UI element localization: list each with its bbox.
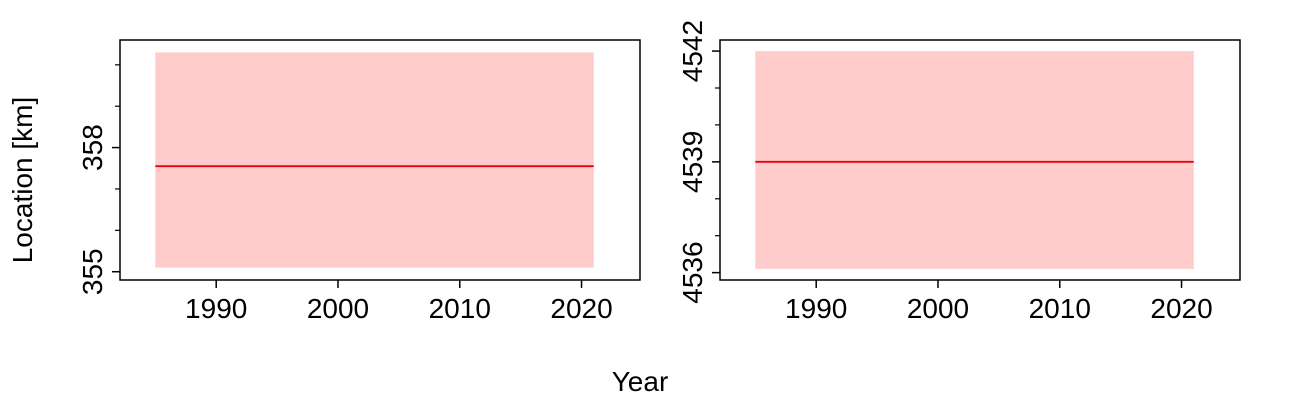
- x-tick-label: 2000: [307, 293, 369, 324]
- uncertainty-band: [155, 52, 594, 268]
- y-tick-label: 358: [77, 124, 108, 171]
- plot-frame: [719, 39, 1241, 281]
- x-tick-label: 2010: [1029, 293, 1091, 324]
- plot-frame: [119, 39, 641, 281]
- y-tick-label: 4536: [677, 241, 708, 303]
- chart-panel-right: 1990 2000 2010 2020 4536 4539 4542: [677, 20, 1241, 324]
- x-tick-label: 2020: [550, 293, 612, 324]
- x-axis-label: Year: [612, 366, 669, 397]
- y-tick-label: 4539: [677, 131, 708, 193]
- x-tick-label: 1990: [185, 293, 247, 324]
- y-axis-label: Location [km]: [7, 97, 38, 264]
- y-tick-label: 4542: [677, 20, 708, 82]
- x-tick-label: 2020: [1150, 293, 1212, 324]
- y-tick-label: 355: [77, 248, 108, 295]
- x-tick-label: 2010: [429, 293, 491, 324]
- uncertainty-band: [755, 51, 1194, 269]
- chart-panel-left: 1990 2000 2010 2020 355 358: [77, 39, 641, 324]
- x-tick-label: 1990: [785, 293, 847, 324]
- x-tick-label: 2000: [907, 293, 969, 324]
